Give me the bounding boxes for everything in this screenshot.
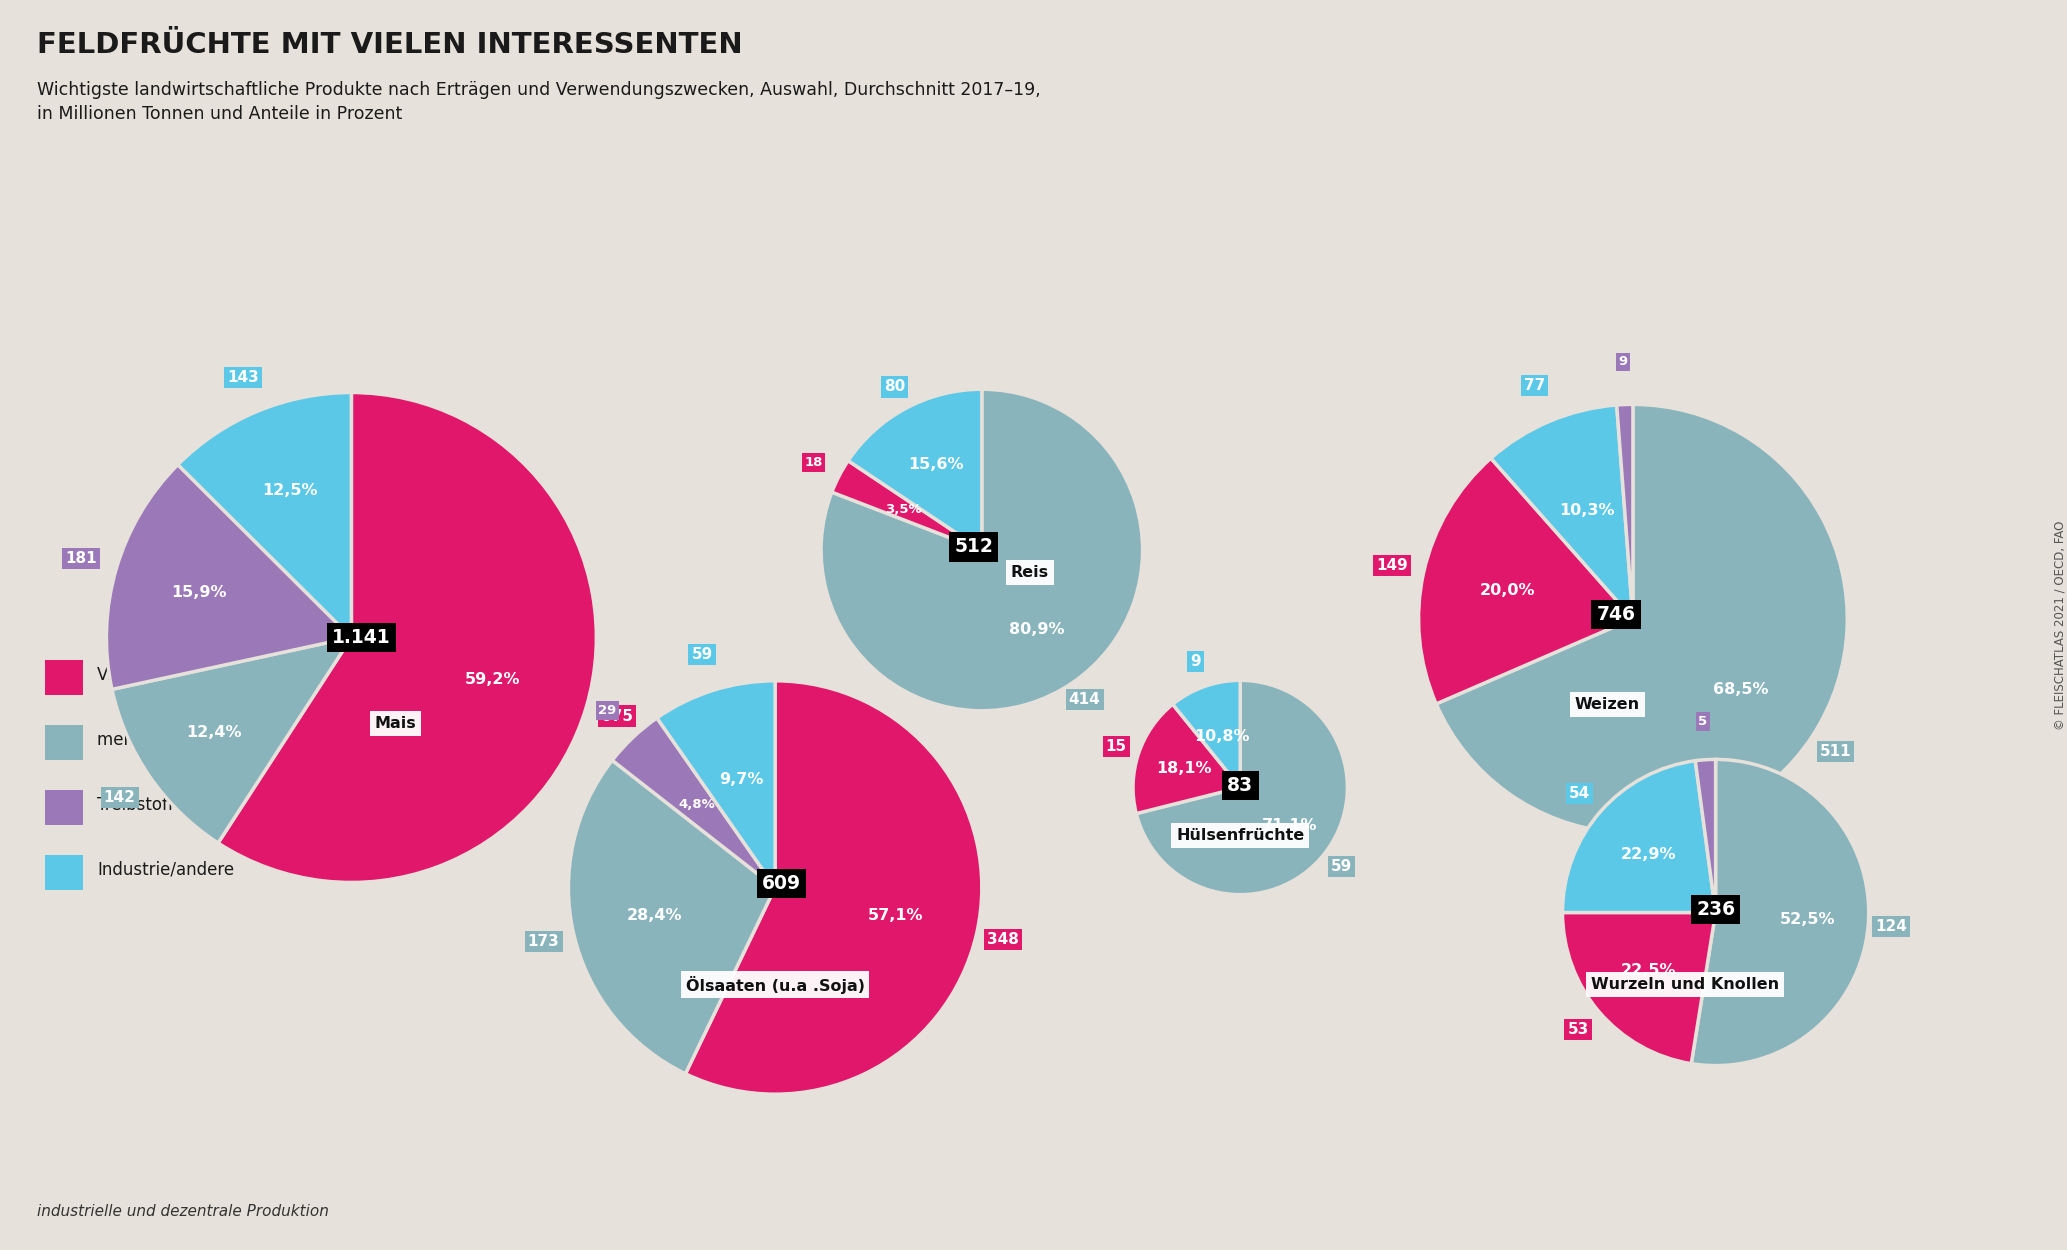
Text: 28,4%: 28,4% [626, 909, 682, 924]
Text: Wurzeln und Knollen: Wurzeln und Knollen [1592, 978, 1780, 992]
Wedge shape [686, 681, 982, 1094]
Text: 52,5%: 52,5% [1780, 912, 1835, 928]
Text: 18: 18 [804, 456, 823, 469]
Text: Viehfutter: Viehfutter [97, 666, 180, 684]
Text: 4,8%: 4,8% [678, 799, 715, 811]
Wedge shape [1563, 761, 1716, 912]
Text: 173: 173 [527, 934, 560, 949]
Text: FELDFRÜCHTE MIT VIELEN INTERESSENTEN: FELDFRÜCHTE MIT VIELEN INTERESSENTEN [37, 31, 742, 59]
Text: 18,1%: 18,1% [1158, 761, 1211, 776]
Text: Industrie/andere: Industrie/andere [97, 861, 234, 879]
Text: 83: 83 [1228, 776, 1253, 795]
Text: 414: 414 [1069, 693, 1100, 708]
Text: 142: 142 [103, 790, 136, 805]
Wedge shape [1172, 680, 1240, 788]
Wedge shape [1691, 760, 1869, 1065]
Wedge shape [657, 681, 775, 887]
Wedge shape [612, 718, 775, 888]
Text: 22,9%: 22,9% [1621, 846, 1676, 861]
Text: Weizen: Weizen [1575, 698, 1639, 712]
Text: 59: 59 [690, 648, 713, 662]
Text: menschliche Nahrung: menschliche Nahrung [97, 731, 279, 749]
Text: 143: 143 [227, 370, 258, 385]
Text: 3,5%: 3,5% [885, 503, 922, 516]
Bar [45, 725, 83, 760]
Text: 609: 609 [763, 874, 800, 892]
Text: 80,9%: 80,9% [1009, 622, 1065, 638]
Text: 53: 53 [1567, 1022, 1590, 1038]
Wedge shape [105, 465, 351, 690]
Text: 80: 80 [885, 380, 905, 395]
Bar [45, 660, 83, 695]
Text: 15,6%: 15,6% [909, 458, 963, 472]
Wedge shape [568, 760, 775, 1074]
Text: 57,1%: 57,1% [868, 908, 924, 922]
Wedge shape [847, 389, 982, 550]
Text: Treibstoff: Treibstoff [97, 796, 174, 814]
Text: 68,5%: 68,5% [1714, 681, 1767, 696]
Text: 512: 512 [955, 538, 994, 556]
Bar [45, 855, 83, 890]
Text: 1.141: 1.141 [333, 628, 391, 648]
Text: 9: 9 [1191, 654, 1201, 669]
Text: Hülsenfrüchte: Hülsenfrüchte [1176, 829, 1304, 844]
Wedge shape [1490, 405, 1633, 619]
Text: 20,0%: 20,0% [1480, 584, 1536, 599]
Wedge shape [821, 389, 1143, 711]
Text: 149: 149 [1377, 558, 1408, 572]
Text: 124: 124 [1875, 919, 1908, 934]
Wedge shape [112, 638, 351, 842]
Text: 5: 5 [1699, 715, 1707, 727]
Text: 54: 54 [1569, 786, 1590, 801]
Text: 59: 59 [1331, 859, 1352, 874]
Text: Wichtigste landwirtschaftliche Produkte nach Erträgen und Verwendungszwecken, Au: Wichtigste landwirtschaftliche Produkte … [37, 81, 1042, 122]
Text: 9,7%: 9,7% [719, 771, 763, 786]
Wedge shape [1418, 459, 1633, 704]
Text: 59,2%: 59,2% [465, 671, 521, 686]
Text: 181: 181 [66, 551, 97, 566]
Wedge shape [219, 392, 597, 882]
Text: Reis: Reis [1011, 565, 1050, 580]
Text: 675: 675 [601, 709, 633, 724]
Text: Mais: Mais [374, 716, 415, 731]
Text: 10,3%: 10,3% [1559, 503, 1614, 518]
Wedge shape [178, 392, 351, 638]
Text: 9: 9 [1618, 355, 1627, 369]
Text: © FLEISCHATLAS 2021 / OECD, FAO: © FLEISCHATLAS 2021 / OECD, FAO [2053, 520, 2067, 730]
Text: 746: 746 [1596, 605, 1635, 624]
Text: 15: 15 [1106, 739, 1127, 754]
Text: 10,8%: 10,8% [1195, 730, 1251, 745]
Text: 22,5%: 22,5% [1621, 962, 1676, 978]
Text: 12,5%: 12,5% [263, 482, 318, 498]
Text: 71,1%: 71,1% [1261, 819, 1317, 834]
Text: 511: 511 [1819, 744, 1852, 759]
Wedge shape [1437, 405, 1848, 832]
Wedge shape [1616, 405, 1633, 619]
Text: 77: 77 [1523, 379, 1544, 394]
Wedge shape [1563, 912, 1716, 1064]
Text: 12,4%: 12,4% [186, 725, 242, 740]
Text: industrielle und dezentrale Produktion: industrielle und dezentrale Produktion [37, 1204, 329, 1219]
Text: 236: 236 [1697, 900, 1734, 919]
Text: 348: 348 [986, 932, 1019, 948]
Text: 15,9%: 15,9% [172, 585, 225, 600]
Wedge shape [1133, 704, 1240, 814]
Text: Ölsaaten (u.a .Soja): Ölsaaten (u.a .Soja) [686, 976, 864, 994]
Wedge shape [1695, 760, 1716, 912]
Wedge shape [1137, 680, 1348, 895]
Text: 29: 29 [597, 704, 616, 717]
Bar [45, 790, 83, 825]
Wedge shape [831, 461, 982, 550]
